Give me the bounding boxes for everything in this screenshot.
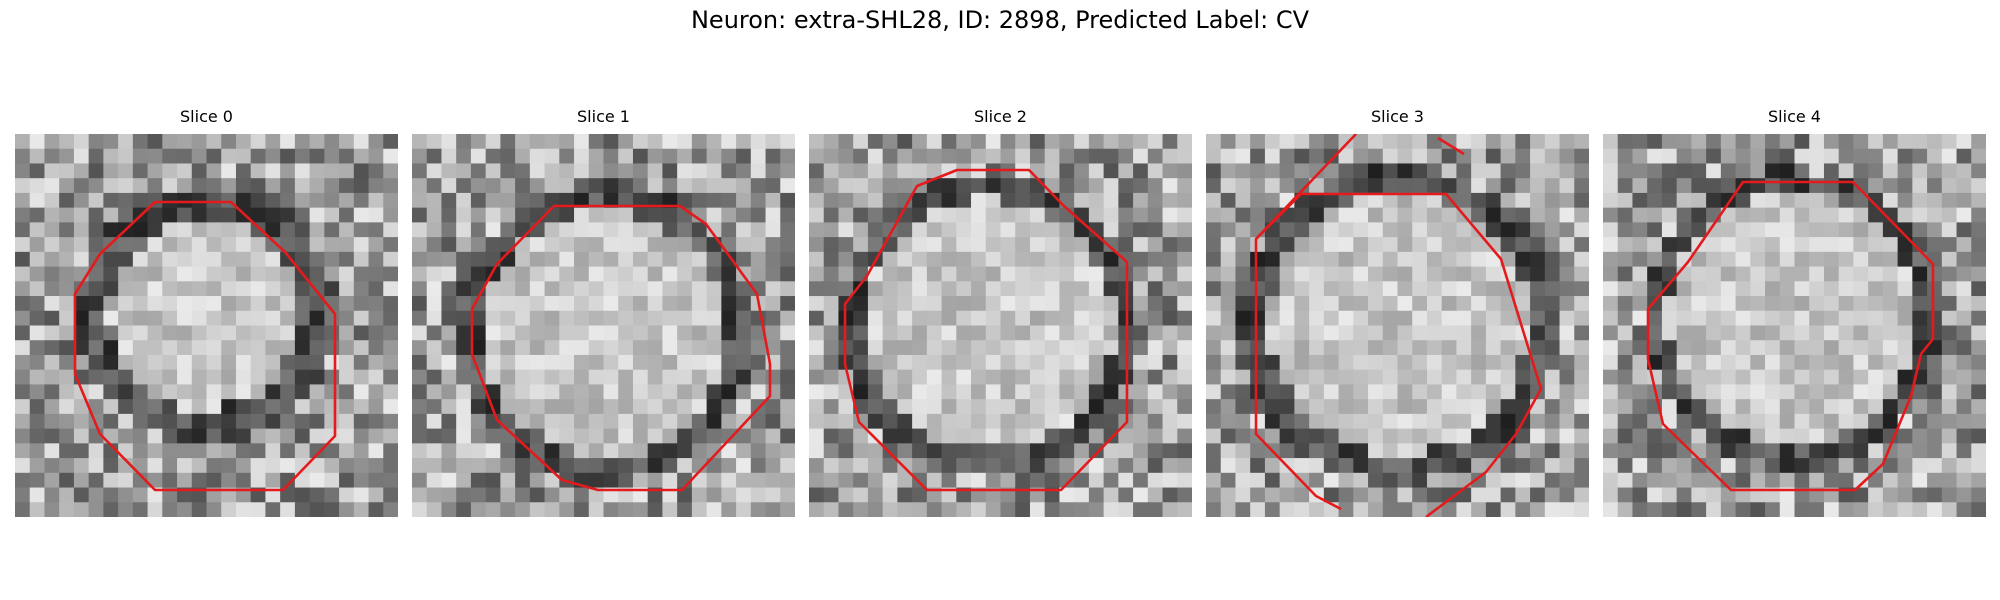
slice-canvas-1 bbox=[412, 134, 795, 517]
slice-canvas-0 bbox=[15, 134, 398, 517]
slice-image-3 bbox=[1206, 134, 1589, 517]
slice-image-4 bbox=[1603, 134, 1986, 517]
figure-title: Neuron: extra-SHL28, ID: 2898, Predicted… bbox=[690, 6, 1310, 34]
em-texture bbox=[1603, 134, 1986, 517]
slice-image-2 bbox=[809, 134, 1192, 517]
segmentation-contour bbox=[843, 168, 1129, 492]
segmentation-contour bbox=[1646, 180, 1935, 492]
em-texture bbox=[809, 134, 1192, 517]
segmentation-contour bbox=[73, 200, 337, 492]
em-texture bbox=[1206, 134, 1589, 517]
em-texture bbox=[412, 134, 795, 517]
slice-title: Slice 3 bbox=[1371, 107, 1424, 126]
slice-title: Slice 0 bbox=[180, 107, 233, 126]
segmentation-contour bbox=[1255, 192, 1543, 517]
slice-title: Slice 4 bbox=[1768, 107, 1821, 126]
segmentation-contour bbox=[470, 204, 772, 492]
slice-image-1 bbox=[412, 134, 795, 517]
slice-canvas-2 bbox=[809, 134, 1192, 517]
em-texture bbox=[15, 134, 398, 517]
segmentation-contour bbox=[1437, 136, 1465, 156]
slice-image-0 bbox=[15, 134, 398, 517]
slice-title: Slice 1 bbox=[577, 107, 630, 126]
slice-canvas-3 bbox=[1206, 134, 1589, 517]
segmentation-contour bbox=[1254, 134, 1357, 511]
slice-canvas-4 bbox=[1603, 134, 1986, 517]
slice-title: Slice 2 bbox=[974, 107, 1027, 126]
